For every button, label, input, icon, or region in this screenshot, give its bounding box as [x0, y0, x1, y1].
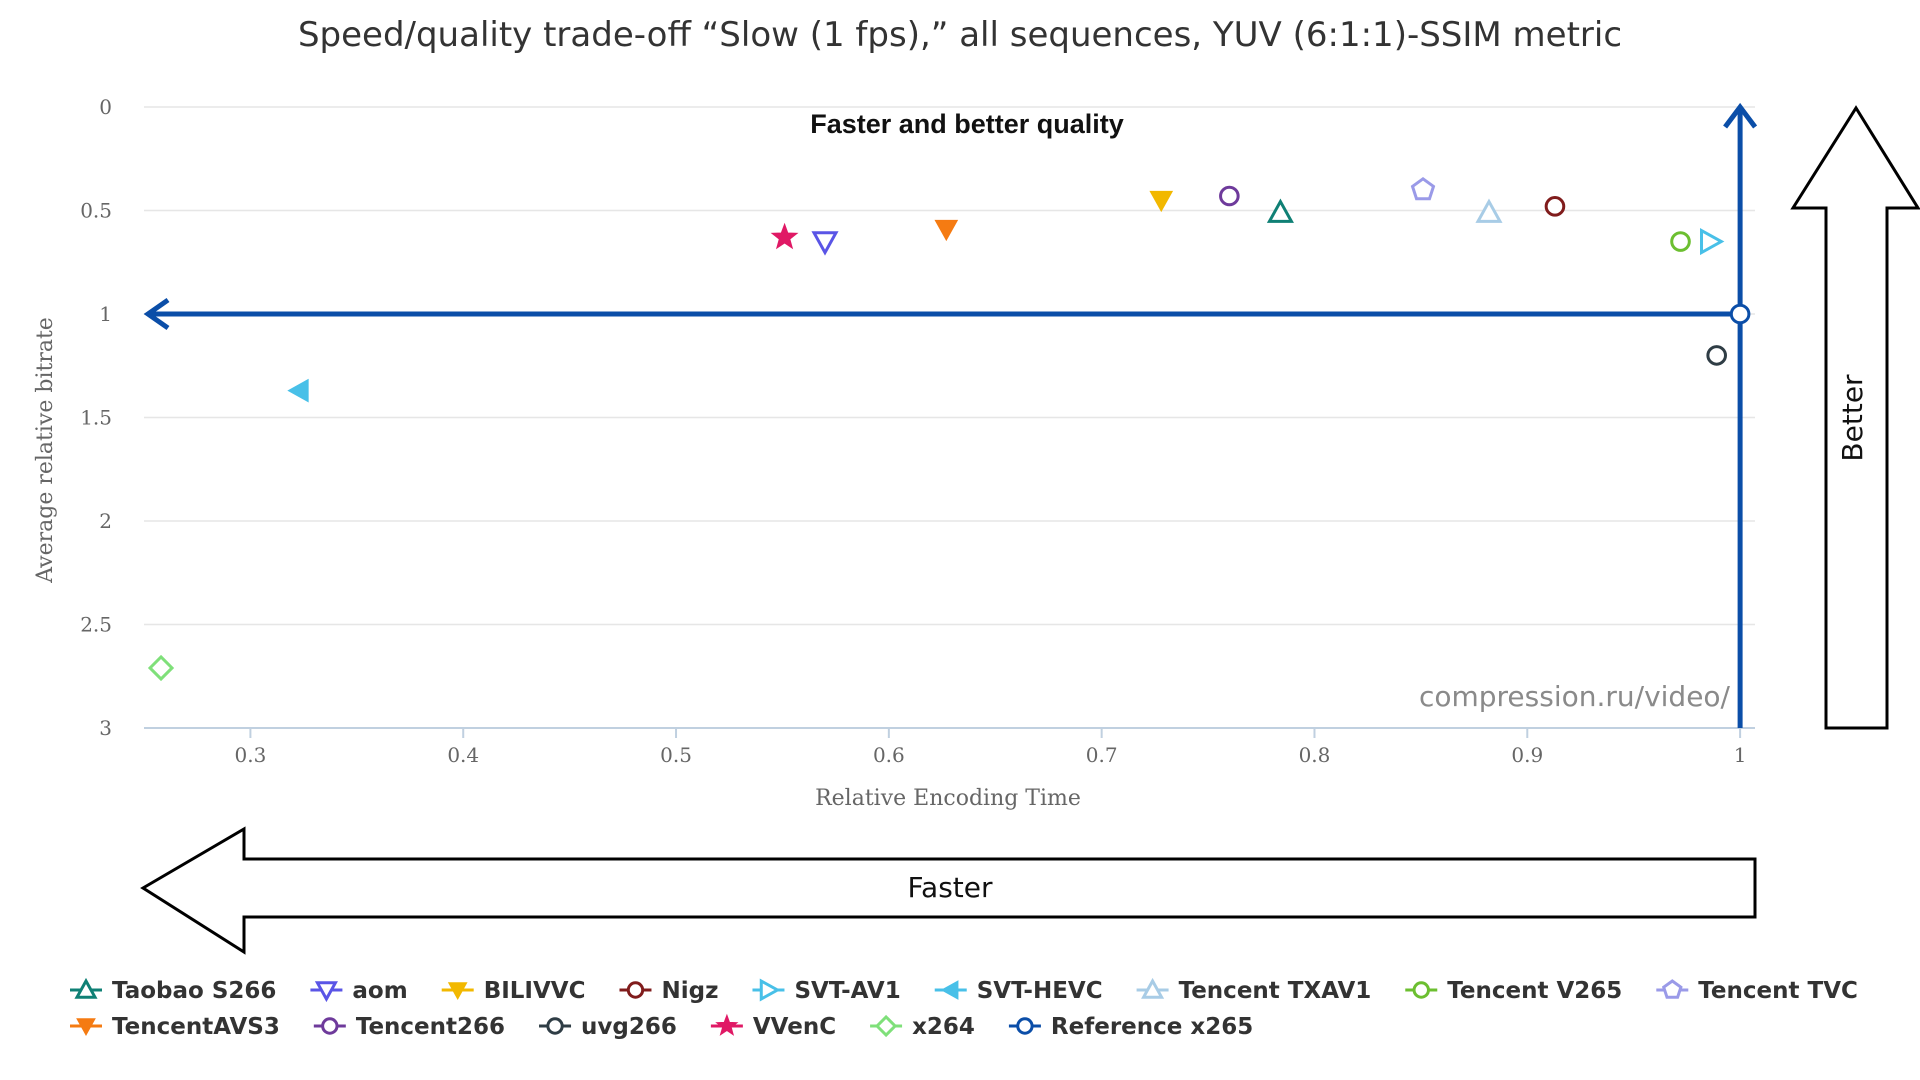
- legend-item[interactable]: SVT-AV1: [752, 978, 901, 1004]
- y-tick-label: 1: [99, 302, 112, 326]
- x-tick-label: 0.4: [447, 743, 479, 767]
- point-x264: [147, 654, 175, 682]
- point-tencent-tvc: [1410, 176, 1436, 201]
- reference-up-arrowhead: [1723, 102, 1758, 129]
- legend-label: uvg266: [581, 1014, 677, 1040]
- point-uvg266: [1706, 345, 1727, 366]
- y-tick-label: 2.5: [80, 613, 112, 637]
- grid-lines: 0 0.5 1 1.5 2 2.5 3: [80, 95, 1755, 740]
- y-axis-label: Average relative bitrate: [33, 317, 58, 584]
- legend-item[interactable]: Taobao S266: [70, 977, 276, 1004]
- legend-label: Tencent V265: [1447, 978, 1622, 1004]
- legend-symbol: [321, 1017, 339, 1035]
- axes: 0.3 0.4 0.5 0.6 0.7 0.8 0.9 1: [144, 727, 1755, 767]
- point-taobao-s266: [1266, 198, 1294, 223]
- legend-label: x264: [912, 1014, 975, 1040]
- reference-lines: [143, 102, 1758, 728]
- legend-item[interactable]: Tencent TXAV1: [1136, 977, 1372, 1004]
- legend-symbol: [715, 1013, 739, 1036]
- better-arrow: [1790, 105, 1920, 730]
- legend-item[interactable]: Tencent V265: [1405, 978, 1622, 1004]
- legend-symbol: [940, 980, 959, 1000]
- legend-label: Reference x265: [1051, 1014, 1253, 1040]
- x-tick-label: 0.8: [1299, 743, 1331, 767]
- legend-item[interactable]: aom: [310, 978, 408, 1004]
- legend-symbol: [1412, 981, 1430, 999]
- x-tick-label: 0.6: [873, 743, 905, 767]
- point-tencent-v265: [1670, 231, 1691, 252]
- x-tick-label: 0.9: [1511, 743, 1543, 767]
- legend-label: Tencent TXAV1: [1179, 978, 1372, 1004]
- legend-symbol: [1016, 1017, 1034, 1035]
- point-tencentavs3: [934, 219, 959, 242]
- data-points: [147, 176, 1751, 682]
- point-vvenc: [770, 222, 799, 250]
- legend-label: Taobao S266: [112, 978, 276, 1004]
- legend-symbol: [447, 982, 468, 1001]
- y-tick-label: 3: [99, 716, 112, 740]
- faster-arrow-label: Faster: [908, 871, 993, 904]
- annotation-top-center: Faster and better quality: [810, 109, 1124, 139]
- legend-symbol: [759, 978, 781, 1002]
- legend-symbol: [76, 1018, 96, 1037]
- legend-label: Tencent266: [356, 1014, 505, 1040]
- x-tick-label: 1: [1734, 743, 1747, 767]
- legend-item[interactable]: TencentAVS3: [70, 1014, 280, 1040]
- legend-label: BILIVVC: [484, 978, 586, 1004]
- legend-symbol: [874, 1014, 898, 1038]
- legend-symbol: [74, 977, 98, 999]
- legend-item[interactable]: uvg266: [539, 1014, 677, 1040]
- legend: Taobao S266 aom BILIVVC Nigz SVT-AV1 SVT-HEVC…: [70, 977, 1858, 1040]
- point-tencent-txav1: [1475, 198, 1503, 223]
- legend-symbol: [626, 981, 645, 999]
- legend-item[interactable]: Reference x265: [1008, 1014, 1253, 1040]
- point-reference-x265: [1729, 303, 1751, 325]
- y-tick-label: 1.5: [80, 406, 112, 430]
- point-tencent266: [1219, 185, 1240, 207]
- legend-symbol: [1141, 977, 1165, 999]
- faster-arrow: [140, 826, 1757, 955]
- legend-label: SVT-AV1: [794, 978, 900, 1004]
- legend-item[interactable]: BILIVVC: [441, 978, 586, 1004]
- x-tick-label: 0.5: [660, 743, 692, 767]
- point-aom: [811, 231, 839, 256]
- y-tick-label: 2: [99, 509, 112, 533]
- legend-symbol: [546, 1017, 564, 1035]
- point-bilivvc: [1149, 190, 1174, 213]
- better-arrow-label: Better: [1836, 374, 1869, 462]
- legend-item[interactable]: VVenC: [710, 1013, 836, 1040]
- legend-label: SVT-HEVC: [977, 978, 1103, 1004]
- legend-label: TencentAVS3: [112, 1014, 280, 1040]
- chart-title: Speed/quality trade-off “Slow (1 fps),” …: [298, 15, 1622, 55]
- point-svt-av1: [1700, 228, 1725, 256]
- x-tick-label: 0.3: [235, 743, 267, 767]
- y-tick-label: 0.5: [80, 199, 112, 223]
- legend-symbol: [314, 981, 338, 1003]
- legend-item[interactable]: Tencent266: [313, 1014, 505, 1040]
- legend-item[interactable]: SVT-HEVC: [934, 978, 1103, 1004]
- reference-left-arrowhead: [143, 297, 170, 331]
- legend-item[interactable]: x264: [870, 1014, 975, 1040]
- x-axis-label: Relative Encoding Time: [815, 786, 1081, 811]
- y-tick-label: 0: [99, 95, 112, 119]
- legend-label: Nigz: [661, 978, 718, 1004]
- legend-item[interactable]: Tencent TVC: [1656, 978, 1858, 1004]
- point-nigz: [1544, 196, 1566, 217]
- legend-symbol: [1661, 979, 1683, 999]
- watermark: compression.ru/video/: [1419, 680, 1731, 713]
- legend-label: aom: [352, 978, 407, 1004]
- legend-label: VVenC: [753, 1014, 836, 1040]
- legend-item[interactable]: Nigz: [619, 978, 718, 1004]
- legend-label: Tencent TVC: [1698, 978, 1858, 1004]
- x-tick-label: 0.7: [1086, 743, 1118, 767]
- point-svt-hevc: [287, 378, 309, 403]
